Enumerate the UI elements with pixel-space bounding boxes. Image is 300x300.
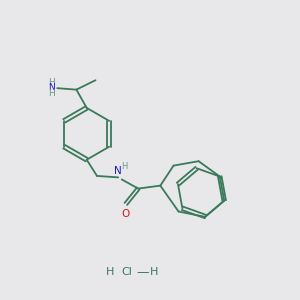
Text: —: —: [136, 266, 149, 279]
Text: N: N: [114, 166, 122, 176]
Text: H: H: [106, 267, 114, 277]
Text: H: H: [48, 78, 55, 87]
Text: H: H: [122, 162, 128, 171]
Text: O: O: [122, 209, 130, 219]
Text: H: H: [150, 267, 159, 277]
Text: Cl: Cl: [121, 267, 132, 277]
Text: H: H: [48, 89, 55, 98]
Text: N: N: [48, 83, 55, 92]
